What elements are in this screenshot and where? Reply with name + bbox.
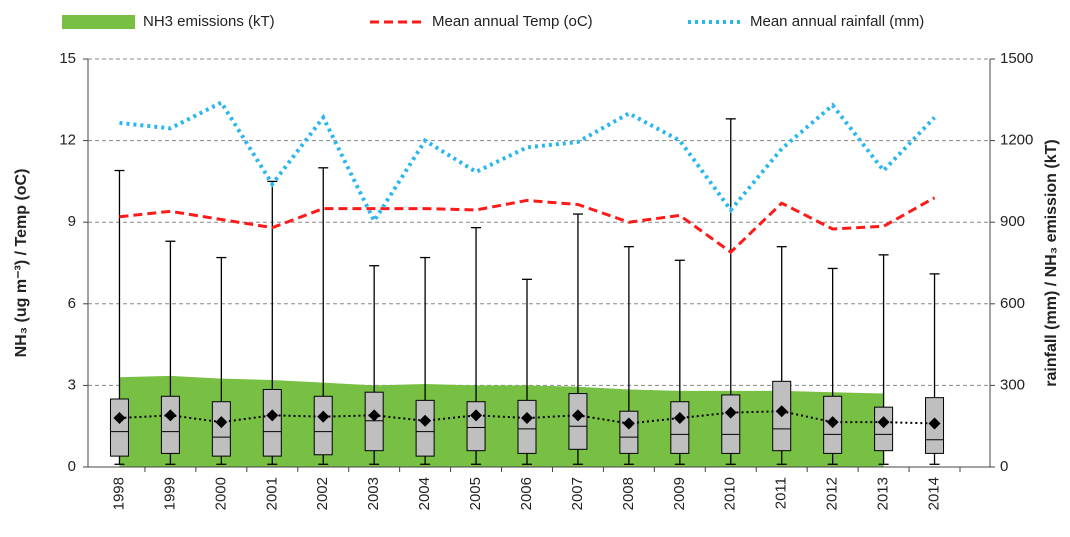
mean-marker [724,406,737,419]
x-tick-label: 2009 [671,477,688,510]
mean-marker [164,409,177,422]
box [721,394,741,454]
box [517,399,537,454]
y2-tick-label: 600 [1000,295,1025,312]
box [313,395,333,456]
y2-tick-label: 1200 [1000,132,1033,149]
line [119,99,936,225]
y-tick-label: 3 [68,376,76,393]
x-tick-label: 2004 [416,477,433,510]
x-tick-label: 2006 [518,477,535,510]
mean-marker [622,417,635,430]
box [670,401,690,454]
x-tick-label: 2007 [569,477,586,510]
y-tick-label: 9 [68,213,76,230]
line [119,196,936,255]
x-tick-label: 2003 [365,477,382,510]
mean-marker [877,416,890,429]
mean-marker [266,409,279,422]
mean-marker [673,412,686,425]
box [160,395,180,454]
x-tick-label: 1998 [110,477,127,510]
x-tick-label: 2014 [925,477,942,510]
y-tick-label: 12 [59,132,76,149]
box [874,406,894,452]
y-tick-label: 0 [68,458,76,475]
mean-marker [470,409,483,422]
y2-tick-label: 0 [1000,458,1008,475]
box [262,388,282,457]
x-tick-label: 2013 [875,477,892,510]
x-tick-label: 1999 [161,477,178,510]
x-tick-label: 2005 [467,477,484,510]
box [109,398,129,457]
x-tick-label: 2010 [722,477,739,510]
y-axis-label: NH₃ (ug m⁻³) / Temp (oC) [13,169,30,358]
y-tick-label: 6 [68,295,76,312]
box [466,401,486,452]
y2-tick-label: 1500 [1000,50,1033,67]
x-tick-label: 2012 [824,477,841,510]
box [364,391,384,452]
y2-tick-label: 300 [1000,376,1025,393]
mean-marker [113,412,126,425]
x-tick-label: 2008 [620,477,637,510]
mean-marker [928,417,941,430]
mean-marker [521,412,533,425]
x-tick-label: 2000 [212,477,229,510]
box [211,401,231,457]
legend-label: NH3 emissions (kT) [143,13,275,30]
mean-line [119,410,935,425]
x-tick-label: 2011 [773,477,790,509]
y2-axis-label: rainfall (mm) / NH₃ emission (kT) [1043,139,1060,386]
x-tick-label: 2001 [263,477,280,510]
mean-marker [419,414,432,427]
mean-marker [368,409,381,422]
x-tick-label: 2002 [314,477,331,510]
mean-marker [826,416,839,429]
y-tick-label: 15 [59,50,76,67]
mean-marker [317,410,330,423]
mean-marker [571,409,584,422]
area [119,375,884,467]
y2-tick-label: 900 [1000,213,1025,230]
mean-marker [215,416,228,429]
legend-label: Mean annual rainfall (mm) [750,13,924,30]
legend-swatch [62,15,135,29]
legend-label: Mean annual Temp (oC) [432,13,593,30]
box [619,410,639,454]
mean-marker [775,405,788,418]
box [415,399,435,457]
box [568,393,588,450]
